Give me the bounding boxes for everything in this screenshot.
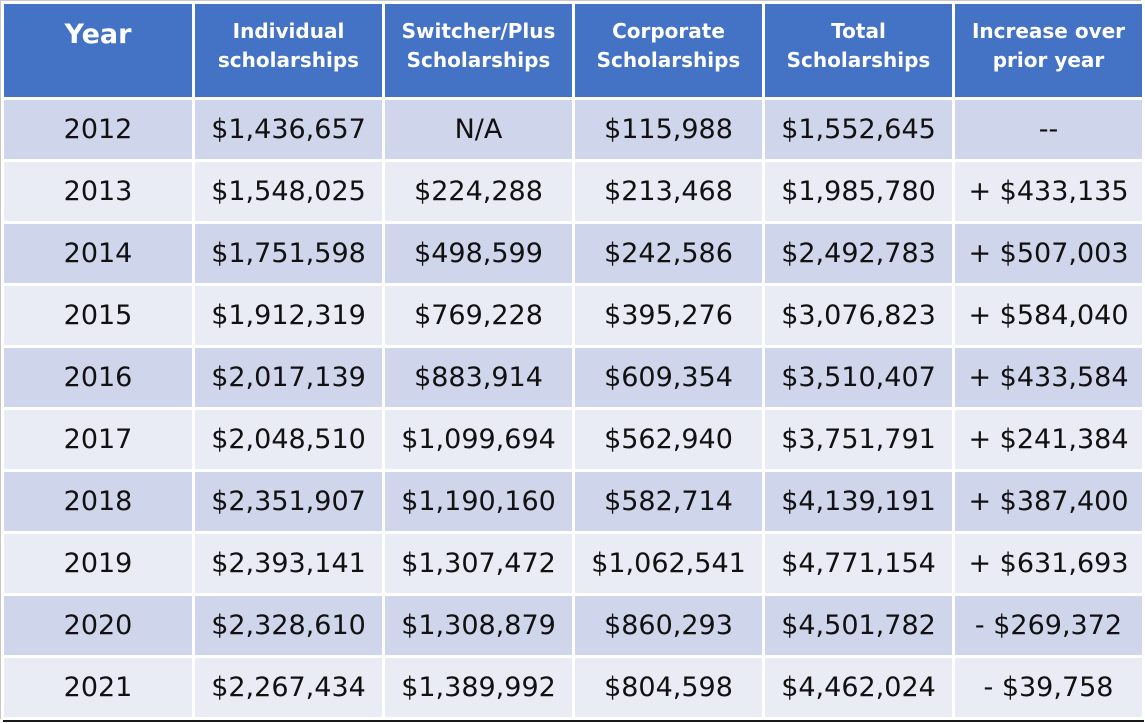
cell-switcher-plus: $769,228 xyxy=(382,283,575,348)
cell-total: $1,985,780 xyxy=(762,159,955,224)
cell-individual: $2,048,510 xyxy=(192,407,385,472)
cell-total: $2,492,783 xyxy=(762,221,955,286)
cell-increase: + $387,400 xyxy=(952,469,1145,534)
cell-increase: + $433,584 xyxy=(952,345,1145,410)
cell-total: $3,510,407 xyxy=(762,345,955,410)
cell-switcher-plus: $1,307,472 xyxy=(382,531,575,596)
cell-individual: $2,267,434 xyxy=(192,655,385,720)
cell-individual: $1,436,657 xyxy=(192,97,385,162)
cell-increase: + $507,003 xyxy=(952,221,1145,286)
column-header-text: prior year xyxy=(992,48,1105,72)
column-header-text: Corporate xyxy=(612,19,725,43)
table-row: 2012 $1,436,657 N/A $115,988 $1,552,645 -- xyxy=(1,97,1145,162)
cell-total: $4,139,191 xyxy=(762,469,955,534)
cell-switcher-plus: $1,190,160 xyxy=(382,469,575,534)
cell-year: 2015 xyxy=(1,283,195,348)
cell-corporate: $582,714 xyxy=(572,469,765,534)
column-header-increase: Increase over prior year xyxy=(952,1,1145,100)
column-header-switcher-plus: Switcher/Plus Scholarships xyxy=(382,1,575,100)
table-row: 2020 $2,328,610 $1,308,879 $860,293 $4,501,7… xyxy=(1,593,1145,658)
cell-corporate: $395,276 xyxy=(572,283,765,348)
column-header-text: Scholarships xyxy=(406,48,551,72)
cell-switcher-plus: $1,099,694 xyxy=(382,407,575,472)
cell-corporate: $1,062,541 xyxy=(572,531,765,596)
cell-year: 2013 xyxy=(1,159,195,224)
cell-increase: + $631,693 xyxy=(952,531,1145,596)
cell-switcher-plus: $883,914 xyxy=(382,345,575,410)
table-row: 2018 $2,351,907 $1,190,160 $582,714 $4,139,1… xyxy=(1,469,1145,534)
table-row: 2017 $2,048,510 $1,099,694 $562,940 $3,751,7… xyxy=(1,407,1145,472)
cell-year: 2012 xyxy=(1,97,195,162)
cell-increase: + $584,040 xyxy=(952,283,1145,348)
cell-year: 2020 xyxy=(1,593,195,658)
table-row: 2019 $2,393,141 $1,307,472 $1,062,541 $4,771… xyxy=(1,531,1145,596)
cell-switcher-plus: $498,599 xyxy=(382,221,575,286)
cell-individual: $1,751,598 xyxy=(192,221,385,286)
table-row: 2013 $1,548,025 $224,288 $213,468 $1,985,780… xyxy=(1,159,1145,224)
table-row: 2014 $1,751,598 $498,599 $242,586 $2,492,783… xyxy=(1,221,1145,286)
cell-corporate: $804,598 xyxy=(572,655,765,720)
cell-switcher-plus: $1,389,992 xyxy=(382,655,575,720)
cell-increase: - $269,372 xyxy=(952,593,1145,658)
cell-corporate: $115,988 xyxy=(572,97,765,162)
cell-switcher-plus: $224,288 xyxy=(382,159,575,224)
cell-year: 2018 xyxy=(1,469,195,534)
cell-total: $1,552,645 xyxy=(762,97,955,162)
cell-individual: $2,351,907 xyxy=(192,469,385,534)
column-header-text: Increase over xyxy=(971,19,1126,43)
cell-individual: $2,328,610 xyxy=(192,593,385,658)
table-row: 2015 $1,912,319 $769,228 $395,276 $3,076,823… xyxy=(1,283,1145,348)
cell-individual: $1,548,025 xyxy=(192,159,385,224)
cell-year: 2014 xyxy=(1,221,195,286)
column-header-text: Scholarships xyxy=(596,48,741,72)
column-header-year: Year xyxy=(1,1,195,100)
cell-increase: - $39,758 xyxy=(952,655,1145,720)
cell-increase: + $241,384 xyxy=(952,407,1145,472)
cell-switcher-plus: $1,308,879 xyxy=(382,593,575,658)
cell-total: $3,076,823 xyxy=(762,283,955,348)
column-header-text: Switcher/Plus xyxy=(401,19,556,43)
column-header-total: Total Scholarships xyxy=(762,1,955,100)
column-header-text: Total xyxy=(831,19,886,43)
table-row: 2016 $2,017,139 $883,914 $609,354 $3,510,407… xyxy=(1,345,1145,410)
column-header-text: Individual xyxy=(232,19,345,43)
cell-corporate: $860,293 xyxy=(572,593,765,658)
cell-year: 2021 xyxy=(1,655,195,720)
header-row: Year Individual scholarships Switcher/Plus S… xyxy=(1,1,1145,100)
cell-corporate: $609,354 xyxy=(572,345,765,410)
cell-total: $4,771,154 xyxy=(762,531,955,596)
column-header-text: scholarships xyxy=(217,48,360,72)
cell-increase: + $433,135 xyxy=(952,159,1145,224)
column-header-text: Scholarships xyxy=(786,48,931,72)
cell-increase: -- xyxy=(952,97,1145,162)
cell-individual: $2,393,141 xyxy=(192,531,385,596)
cell-corporate: $242,586 xyxy=(572,221,765,286)
cell-total: $3,751,791 xyxy=(762,407,955,472)
cell-corporate: $213,468 xyxy=(572,159,765,224)
table-body: 2012 $1,436,657 N/A $115,988 $1,552,645 -- 201… xyxy=(1,97,1145,720)
table-row: 2021 $2,267,434 $1,389,992 $804,598 $4,462,0… xyxy=(1,655,1145,720)
cell-individual: $2,017,139 xyxy=(192,345,385,410)
cell-individual: $1,912,319 xyxy=(192,283,385,348)
cell-year: 2019 xyxy=(1,531,195,596)
cell-year: 2017 xyxy=(1,407,195,472)
cell-total: $4,501,782 xyxy=(762,593,955,658)
column-header-corporate: Corporate Scholarships xyxy=(572,1,765,100)
cell-switcher-plus: N/A xyxy=(382,97,575,162)
cell-year: 2016 xyxy=(1,345,195,410)
cell-total: $4,462,024 xyxy=(762,655,955,720)
column-header-text: Year xyxy=(64,19,132,50)
cell-corporate: $562,940 xyxy=(572,407,765,472)
column-header-individual: Individual scholarships xyxy=(192,1,385,100)
